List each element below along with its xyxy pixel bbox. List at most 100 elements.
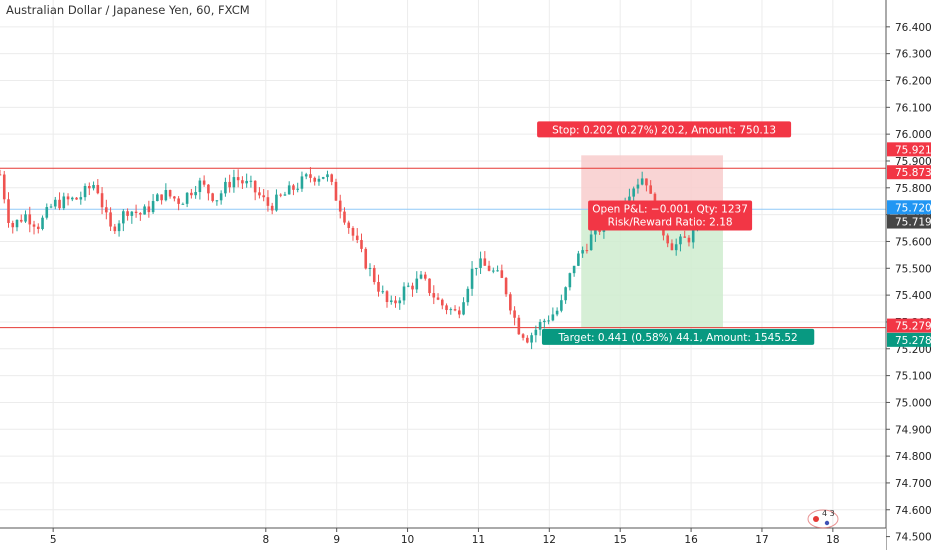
candle-body — [415, 278, 419, 290]
candle — [440, 298, 444, 310]
candle-body — [266, 197, 270, 206]
candle — [423, 271, 427, 281]
candle-body — [275, 194, 278, 211]
candle-body — [547, 320, 550, 322]
candle-body — [564, 287, 567, 301]
candle — [15, 219, 19, 232]
candle-body — [173, 196, 176, 199]
candle-body — [347, 222, 351, 228]
x-tick-label: 5 — [50, 534, 57, 546]
x-tick-label: 18 — [826, 534, 839, 546]
candle — [406, 282, 410, 288]
candle-body — [640, 178, 644, 185]
candle-body — [517, 317, 521, 335]
candle-body — [292, 185, 295, 190]
y-tick-label: 75.800 — [895, 183, 932, 195]
candle-body — [36, 226, 40, 229]
stop-zone — [581, 155, 723, 210]
candle — [304, 172, 308, 180]
price-tag-text: 75.719 — [895, 217, 932, 229]
x-tick-label: 17 — [755, 534, 768, 546]
candle — [164, 183, 168, 202]
time-scale-bg — [0, 528, 886, 550]
candle-body — [666, 235, 669, 244]
candle — [551, 307, 555, 322]
candle — [581, 246, 584, 258]
candle-body — [453, 309, 457, 311]
candle-body — [279, 194, 282, 196]
candle-body — [466, 288, 470, 303]
tradingview-logo: 4 3 — [806, 508, 840, 530]
candle — [479, 251, 482, 274]
candle — [75, 196, 78, 200]
candle-body — [402, 286, 406, 301]
candle-body — [577, 253, 580, 266]
candle — [674, 238, 678, 256]
y-tick-label: 75.000 — [895, 397, 932, 409]
candle-body — [113, 226, 117, 232]
candle-body — [109, 212, 112, 227]
candle — [275, 189, 278, 212]
x-tick-label: 10 — [401, 534, 414, 546]
candle — [640, 171, 644, 186]
candle-body — [632, 188, 635, 197]
candle-body — [458, 310, 461, 315]
candle-body — [147, 206, 151, 213]
y-tick-label: 76.400 — [895, 22, 932, 34]
candle — [568, 272, 572, 291]
candle-body — [449, 309, 453, 311]
candle-body — [509, 294, 512, 311]
candle — [224, 177, 227, 197]
candle — [190, 188, 193, 199]
candle-body — [479, 258, 482, 268]
candle — [330, 173, 334, 186]
open-pnl-text: Open P&L: −0.001, Qty: 1237 — [592, 204, 748, 216]
candle — [585, 243, 589, 254]
candle-body — [164, 190, 168, 201]
candle — [207, 184, 210, 201]
price-scale-tags: 75.921 75.873 75.720 75.719 75.279 75.278 — [887, 142, 932, 347]
candle — [436, 293, 440, 301]
candle — [211, 192, 214, 203]
candle — [313, 176, 317, 186]
candle — [679, 234, 682, 252]
candle-body — [492, 270, 495, 272]
candle-body — [526, 337, 529, 343]
candle-body — [411, 285, 414, 290]
chart-title: Australian Dollar / Japanese Yen, 60, FX… — [6, 3, 250, 17]
candle — [292, 183, 295, 196]
position-labels: Stop: 0.202 (0.27%) 20.2, Amount: 750.13… — [537, 121, 815, 345]
candle — [130, 210, 134, 224]
chart-grid — [0, 0, 886, 538]
price-tag-current: 75.720 — [887, 200, 932, 215]
y-tick-label: 74.600 — [895, 505, 932, 517]
candle — [88, 182, 91, 196]
price-tag-text: 75.921 — [895, 144, 932, 156]
candle-body — [181, 203, 185, 205]
candle — [24, 210, 27, 223]
candle-body — [100, 193, 104, 208]
candle — [258, 187, 261, 199]
candle — [504, 276, 508, 297]
candle-body — [470, 268, 474, 289]
candle — [547, 315, 550, 325]
x-tick-label: 15 — [614, 534, 627, 546]
candle — [79, 191, 83, 205]
candle-body — [423, 274, 427, 279]
candle-body — [360, 240, 363, 249]
candle-body — [674, 244, 678, 251]
price-tag-stop: 75.921 — [887, 142, 932, 157]
candle-body — [355, 235, 359, 241]
candle — [445, 303, 448, 315]
candle — [113, 223, 117, 234]
price-tag-text: 75.720 — [895, 202, 932, 214]
candle — [92, 181, 95, 191]
candle — [402, 282, 406, 305]
candle — [415, 271, 419, 294]
candle-body — [19, 219, 23, 222]
price-tag-bg — [887, 214, 931, 229]
candle — [432, 285, 436, 305]
